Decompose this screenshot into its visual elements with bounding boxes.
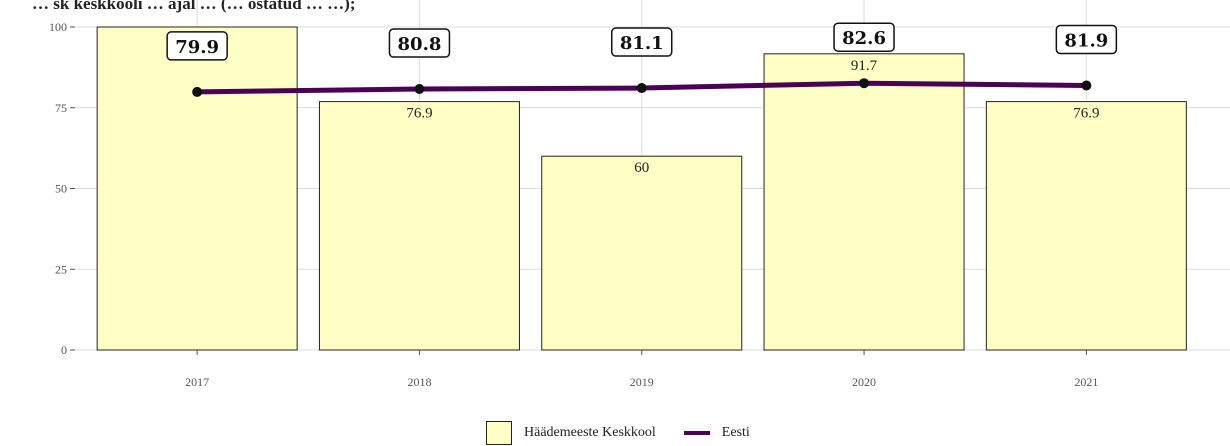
x-tick-label: 2017 — [185, 375, 209, 389]
y-tick-label: 0 — [61, 343, 67, 357]
line-value-box — [166, 31, 228, 61]
line-point — [859, 78, 870, 89]
legend-item-bar: Häädemeeste Keskkool — [486, 421, 656, 445]
line-point — [192, 86, 203, 97]
legend-swatch-bar — [486, 421, 512, 445]
bar — [763, 53, 965, 351]
y-tick-label: 75 — [55, 101, 67, 115]
y-tick-label: 25 — [55, 262, 67, 276]
line-value-label: 80.8 — [398, 34, 442, 55]
line-value-box — [611, 27, 673, 57]
line-value-box — [388, 28, 451, 58]
line-value-label: 79.9 — [175, 37, 219, 58]
bar-value-label: 76.9 — [406, 106, 432, 122]
line-point — [414, 84, 425, 95]
bar — [318, 101, 520, 351]
x-tick-label: 2020 — [852, 375, 876, 389]
line-value-label: 82.6 — [842, 28, 886, 49]
legend-label-bar: Häädemeeste Keskkool — [524, 425, 656, 440]
line-value-box — [1055, 24, 1118, 55]
y-tick-label: 100 — [49, 20, 67, 34]
line-point — [636, 83, 647, 94]
x-tick-label: 2019 — [630, 375, 654, 389]
bar-value-label: 91.7 — [851, 58, 878, 74]
legend-item-line: Eesti — [683, 425, 750, 441]
line-value-box — [833, 22, 895, 52]
axis-labels: 0 25 50 75 100 2017 2018 2019 2020 2021 — [49, 20, 1098, 389]
bar — [985, 101, 1187, 351]
legend-swatch-line — [683, 431, 710, 435]
legend: Häädemeeste Keskkool Eesti — [486, 420, 750, 446]
bar-value-label: 60 — [634, 160, 649, 176]
line-series — [192, 78, 1092, 97]
bar — [96, 26, 298, 351]
x-tick-label: 2021 — [1074, 375, 1098, 389]
line-point — [1081, 80, 1092, 91]
chart-title: … sk keskkooli … ajal … (… ostatud … …); — [32, 0, 356, 13]
bar — [541, 155, 743, 351]
bar-value-label: 76.9 — [1073, 106, 1099, 122]
x-tick-label: 2018 — [407, 375, 431, 389]
line-value-label: 81.9 — [1064, 30, 1108, 51]
y-tick-label: 50 — [55, 182, 67, 196]
legend-label-line: Eesti — [721, 425, 750, 440]
line-value-label: 81.1 — [620, 33, 664, 54]
